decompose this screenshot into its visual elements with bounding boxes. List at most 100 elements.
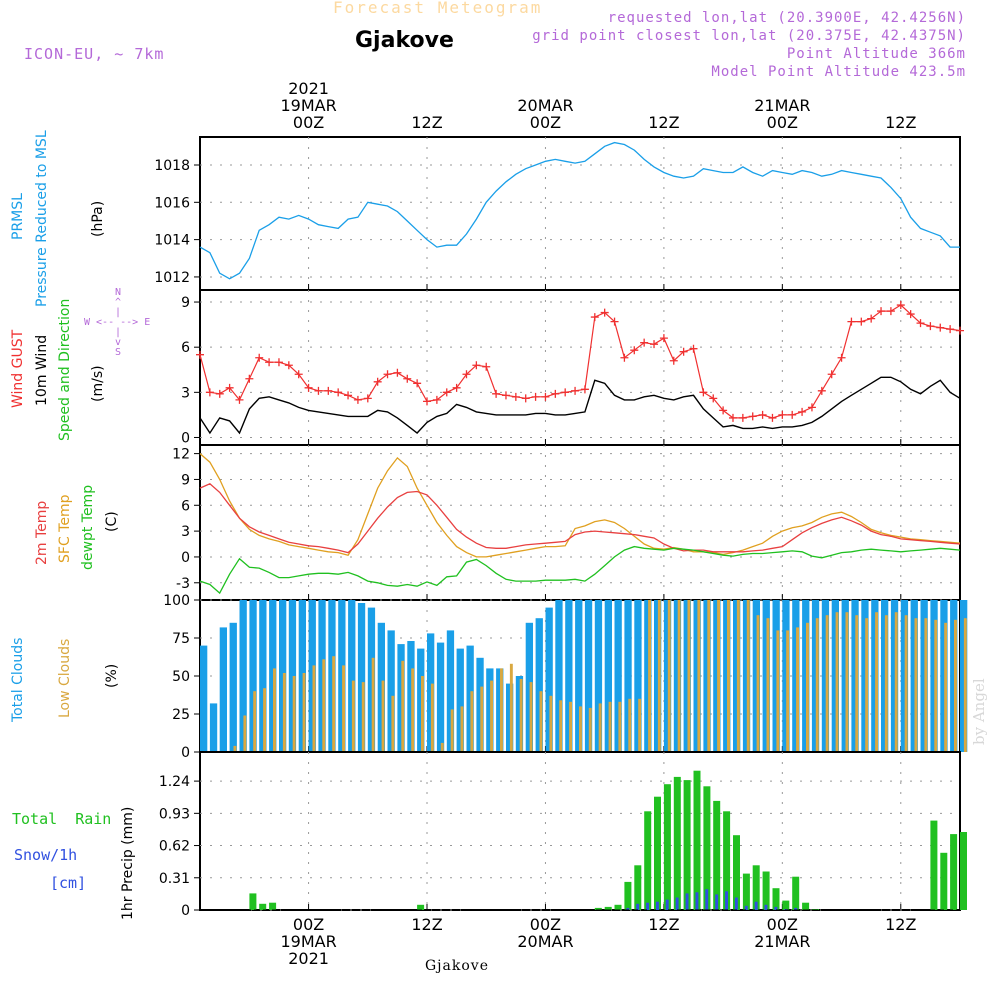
low-clouds-bar	[332, 656, 336, 752]
total-clouds-bar	[555, 600, 563, 752]
low-clouds-bar	[835, 612, 839, 752]
low-clouds-bar	[598, 703, 602, 752]
temperature-panel: -3 0 3 6 9 12	[172, 444, 961, 601]
bottom-time-label: 20MAR	[517, 932, 573, 951]
rain-bar	[644, 811, 652, 911]
compass-n: N	[114, 287, 122, 298]
point-altitude: Point Altitude 366m	[786, 46, 966, 62]
rain-bar	[654, 796, 661, 910]
snow-bar	[764, 904, 768, 910]
compass-we: W <-- --> E	[84, 317, 151, 328]
gust-marker	[274, 358, 283, 367]
low-clouds-bar	[549, 695, 553, 752]
gust-marker	[798, 407, 807, 416]
gust-marker	[807, 403, 816, 412]
total-clouds-bar	[298, 600, 306, 752]
precipitation-ytick-label: 0.62	[159, 839, 190, 855]
low-clouds-bar	[717, 600, 720, 752]
gust-marker	[610, 317, 619, 326]
wind-line	[199, 376, 961, 435]
temperature-ytick-label: 9	[181, 472, 190, 488]
model-label: ICON-EU, ~ 7km	[24, 45, 165, 63]
2m-temp-line	[199, 483, 961, 554]
pressure-panel: 1012 1014 1016 1018	[154, 136, 961, 291]
rain-bar	[733, 835, 740, 910]
low-clouds-bar	[529, 682, 533, 752]
bottom-time-label: 2021	[288, 949, 329, 968]
gust-marker	[867, 314, 876, 323]
pressure-line	[199, 141, 960, 280]
rain-bar	[792, 876, 800, 910]
bottom-time-label: 00Z	[293, 915, 324, 934]
total-clouds-bar	[673, 600, 682, 752]
snow-bar	[695, 892, 699, 910]
total-clouds-bar	[229, 622, 237, 752]
rain-bar	[417, 904, 425, 910]
low-clouds-bar	[322, 659, 326, 752]
low-clouds-bar	[954, 619, 957, 752]
gust-marker	[205, 388, 214, 397]
low-clouds-bar	[934, 619, 938, 752]
total-clouds-bar	[663, 600, 672, 752]
requested-coords: requested lon,lat (20.3900E, 42.4256N)	[607, 10, 966, 26]
snow-bar	[725, 891, 728, 910]
bottom-time-label: 12Z	[411, 915, 442, 934]
total-clouds-bar	[318, 600, 326, 752]
low-clouds-bar	[243, 715, 247, 752]
total-clouds-bar	[348, 600, 356, 752]
wind-frame	[199, 289, 961, 446]
gust-marker	[423, 397, 432, 406]
low-clouds-bar	[312, 665, 316, 752]
total-clouds-bar	[308, 600, 316, 752]
low-clouds-bar	[460, 706, 464, 752]
total-clouds-bar	[476, 657, 484, 752]
gust-marker	[926, 322, 935, 331]
total-clouds-bar	[604, 600, 612, 752]
gust-marker	[235, 395, 244, 404]
low-clouds-bar	[500, 668, 503, 752]
bottom-time-label: 00Z	[767, 915, 798, 934]
total-clouds-bar	[683, 600, 691, 752]
rain-bar	[673, 776, 681, 910]
total-clouds-bar	[269, 600, 277, 752]
snow-label: Snow/1h	[14, 846, 78, 864]
gust-marker	[284, 361, 293, 370]
low-clouds-bar	[282, 673, 286, 752]
rain-bar	[752, 865, 760, 910]
low-clouds-bar	[914, 618, 918, 752]
gust-marker	[265, 358, 274, 367]
precipitation-frame	[199, 751, 961, 911]
total-clouds-bar	[338, 600, 346, 752]
low-clouds-bar	[371, 657, 375, 752]
low-clouds-bar	[421, 676, 424, 752]
gust-marker	[916, 319, 925, 328]
total-clouds-bar	[634, 600, 642, 752]
temperature-ytick-label: 3	[181, 524, 190, 540]
gust-marker	[788, 410, 797, 419]
total-clouds-bar	[575, 600, 583, 752]
gust-marker	[561, 388, 570, 397]
top-time-label: 2021	[288, 79, 329, 98]
total-clouds-bar	[584, 600, 593, 752]
gust-marker	[571, 386, 580, 395]
total-clouds-bar	[881, 600, 889, 752]
total-clouds-bar	[407, 641, 415, 752]
pressure-ytick-label: 1012	[154, 270, 190, 286]
snow-bar	[744, 905, 748, 910]
low-clouds-bar	[342, 665, 345, 752]
gust-marker	[936, 323, 945, 332]
rain-bar	[614, 904, 622, 910]
total-clouds-bar	[723, 600, 731, 752]
gust-marker	[373, 377, 382, 386]
gust-marker	[334, 388, 343, 397]
total-clouds-bar	[209, 703, 218, 752]
compass-down: v	[114, 337, 122, 348]
total-clouds-bar	[446, 630, 455, 752]
low-clouds-bar	[766, 618, 770, 752]
low-clouds-bar	[579, 706, 582, 752]
gust-marker	[650, 340, 659, 349]
gust-marker	[294, 370, 303, 379]
low-clouds-bar	[875, 612, 878, 752]
low-clouds-bar	[677, 600, 681, 752]
low-clouds-bar	[628, 698, 632, 752]
